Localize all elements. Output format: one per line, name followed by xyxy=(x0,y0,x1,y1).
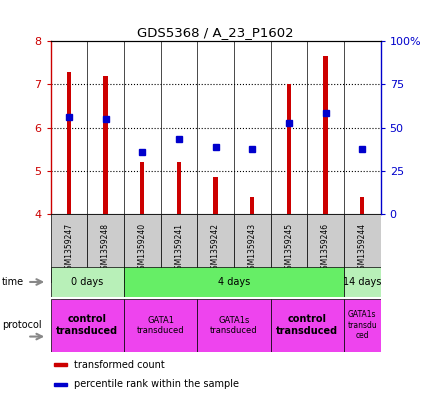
Bar xyxy=(323,56,328,214)
Bar xyxy=(51,214,87,283)
Text: protocol: protocol xyxy=(2,320,42,330)
Text: GATA1
transduced: GATA1 transduced xyxy=(137,316,184,335)
Text: GATA1s
transdu
ced: GATA1s transdu ced xyxy=(348,310,377,340)
Bar xyxy=(87,214,124,283)
Text: GATA1s
transduced: GATA1s transduced xyxy=(210,316,258,335)
Text: 4 days: 4 days xyxy=(218,277,250,287)
Text: transformed count: transformed count xyxy=(74,360,165,370)
Bar xyxy=(197,214,234,283)
Text: GSM1359244: GSM1359244 xyxy=(358,223,367,274)
Text: 14 days: 14 days xyxy=(343,277,381,287)
Bar xyxy=(177,162,181,214)
Bar xyxy=(234,214,271,283)
Bar xyxy=(140,162,144,214)
Bar xyxy=(54,383,67,386)
Text: GSM1359245: GSM1359245 xyxy=(284,223,293,274)
Bar xyxy=(67,72,71,214)
Bar xyxy=(161,214,197,283)
Bar xyxy=(360,197,364,214)
Bar xyxy=(213,178,218,214)
Bar xyxy=(124,299,197,352)
Text: GSM1359247: GSM1359247 xyxy=(64,223,73,274)
Title: GDS5368 / A_23_P1602: GDS5368 / A_23_P1602 xyxy=(137,26,294,39)
Bar xyxy=(124,267,344,297)
Text: GSM1359240: GSM1359240 xyxy=(138,223,147,274)
Bar xyxy=(51,299,124,352)
Bar xyxy=(307,214,344,283)
Text: GSM1359246: GSM1359246 xyxy=(321,223,330,274)
Text: 0 days: 0 days xyxy=(71,277,103,287)
Bar xyxy=(197,299,271,352)
Bar xyxy=(287,84,291,214)
Text: percentile rank within the sample: percentile rank within the sample xyxy=(74,379,238,389)
Text: control
transduced: control transduced xyxy=(56,314,118,336)
Text: GSM1359242: GSM1359242 xyxy=(211,223,220,274)
Bar xyxy=(271,214,307,283)
Bar xyxy=(344,214,381,283)
Bar xyxy=(51,267,124,297)
Bar xyxy=(124,214,161,283)
Text: time: time xyxy=(2,277,24,287)
Bar xyxy=(250,197,254,214)
Text: GSM1359248: GSM1359248 xyxy=(101,223,110,274)
Text: GSM1359241: GSM1359241 xyxy=(174,223,183,274)
Bar xyxy=(103,76,108,214)
Bar xyxy=(344,267,381,297)
Bar xyxy=(271,299,344,352)
Text: control
transduced: control transduced xyxy=(276,314,338,336)
Bar xyxy=(54,363,67,366)
Bar xyxy=(344,299,381,352)
Text: GSM1359243: GSM1359243 xyxy=(248,223,257,274)
